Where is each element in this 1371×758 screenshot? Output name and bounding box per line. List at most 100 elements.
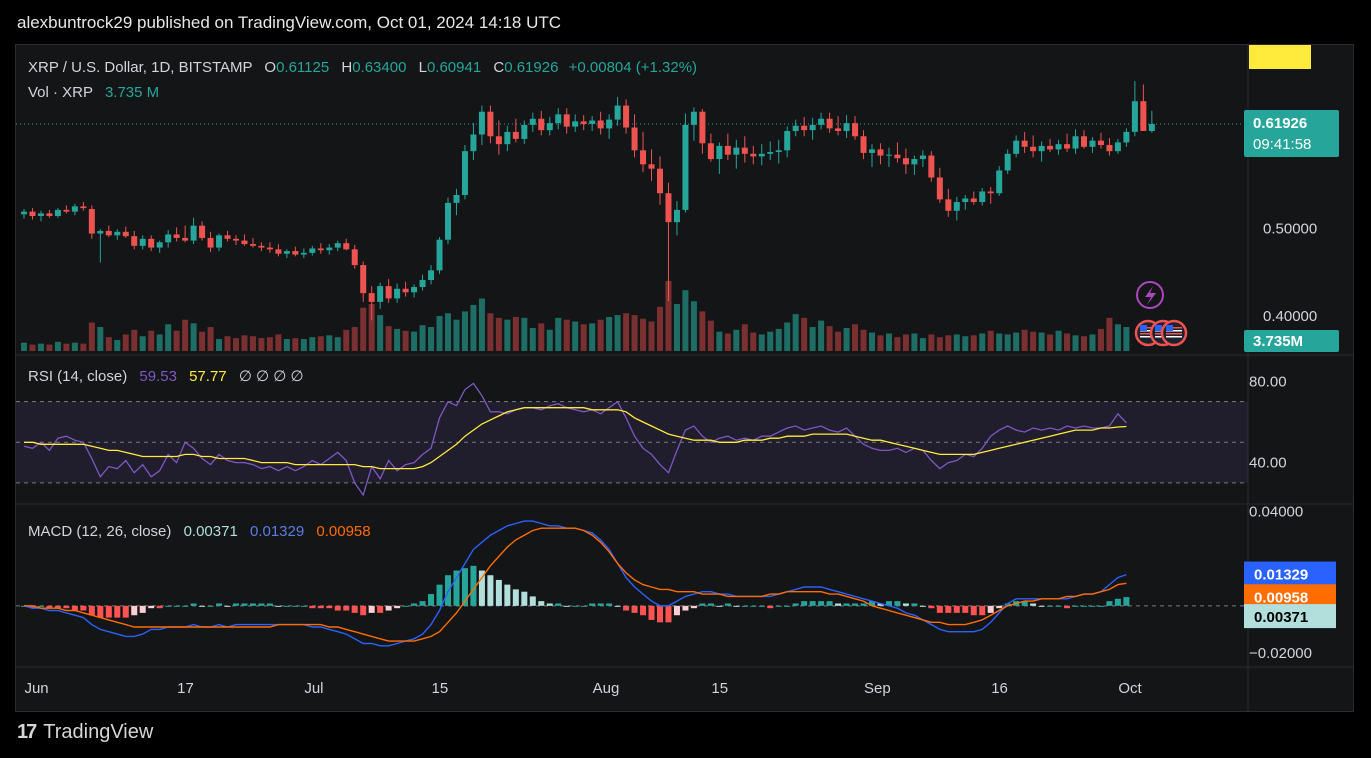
macd-hist-bar [563, 605, 570, 607]
volume-bar [334, 337, 341, 351]
candle [419, 280, 426, 288]
macd-pane: 0.04000 −0.02000 0.01329 0.00958 0.00371 [16, 504, 1336, 662]
macd-hist-bar [224, 605, 231, 607]
volume-bar [182, 319, 189, 351]
volume-bar [1097, 328, 1104, 351]
candle [690, 111, 697, 125]
candle [987, 191, 994, 194]
time-axis-tick: Oct [1118, 680, 1142, 697]
candle [275, 249, 282, 254]
candle [962, 198, 969, 202]
macd-hist-value: 0.00371 [183, 523, 238, 540]
close-value: 0.61926 [504, 59, 559, 76]
candle [614, 105, 621, 120]
macd-hist-bar [555, 603, 562, 606]
macd-hist-bar [334, 605, 341, 611]
volume-bar [580, 324, 587, 351]
macd-signal-line [24, 527, 1127, 642]
candle [512, 131, 519, 139]
low-value: 0.60941 [426, 59, 482, 76]
macd-hist-bar [29, 605, 36, 609]
volume-bar [835, 331, 842, 351]
candles [21, 81, 1155, 321]
volume-bar [657, 306, 663, 351]
candle [436, 239, 443, 271]
volume-bar [258, 338, 265, 351]
macd-hist-bar [597, 603, 604, 606]
candle [572, 121, 579, 127]
macd-hist-bar [478, 570, 485, 606]
volume-bar [46, 344, 53, 351]
volume-bar [682, 290, 689, 351]
candle [1106, 145, 1113, 152]
candle [1097, 140, 1104, 146]
volume-bar [614, 315, 621, 351]
macd-hist-bar [1038, 605, 1045, 607]
candle [1064, 144, 1071, 149]
open-label: O [264, 59, 277, 76]
candle [1030, 146, 1037, 152]
volume-bar [411, 331, 418, 351]
chart-frame[interactable]: 80.00 40.00 59.53 57.77 0.04000 −0.02000 0.01… [15, 44, 1354, 712]
volume-bar [394, 328, 401, 351]
candle [190, 225, 197, 241]
us-flag-stripe [1140, 330, 1156, 332]
candle [919, 155, 926, 160]
macd-hist-bar [105, 605, 112, 618]
volume-bar [368, 304, 375, 351]
volume-bar [894, 337, 901, 351]
time-axis-tick: 15 [711, 680, 728, 697]
macd-hist-bar [953, 605, 960, 613]
volume-bar [292, 338, 299, 351]
macd-badge-value: 0.01329 [1254, 567, 1308, 584]
macd-hist-bar [71, 605, 78, 611]
volume-bar [512, 316, 519, 351]
volume-bar [1081, 336, 1087, 351]
macd-hist-bar [962, 605, 969, 613]
macd-hist-bar [470, 565, 477, 606]
rsi-ma-value: 57.77 [189, 368, 227, 385]
candle [606, 119, 613, 129]
candle [461, 151, 468, 195]
candle [1140, 101, 1147, 132]
macd-hist-bar [724, 603, 731, 606]
macd-hist-bar [80, 605, 87, 611]
candle [249, 244, 256, 246]
footer-brand[interactable]: 17 TradingView [17, 721, 153, 744]
candle [750, 153, 757, 157]
macd-hist-bar [275, 605, 282, 607]
rsi-label: RSI (14, close) [28, 368, 128, 385]
chart-canvas[interactable]: 80.00 40.00 59.53 57.77 0.04000 −0.02000 0.01… [16, 45, 1353, 711]
candle [555, 114, 562, 124]
macd-hist-bar [199, 605, 206, 607]
macd-label: MACD (12, 26, close) [28, 523, 172, 540]
macd-hist-bar [148, 605, 155, 609]
us-flag-stripe [1140, 336, 1156, 338]
candle [46, 213, 53, 217]
us-flag-canton [1140, 325, 1147, 331]
volume-bar [1055, 330, 1062, 351]
volume-bar [1114, 324, 1121, 351]
volume-bar [724, 333, 731, 351]
macd-hist-bar [792, 603, 799, 606]
volume-bar [29, 344, 36, 351]
volume-bar [97, 327, 104, 351]
candle [402, 288, 409, 293]
macd-hist-bar [936, 605, 943, 613]
volume-bar [555, 317, 562, 351]
volume-bar [445, 313, 451, 351]
volume-bar [538, 323, 545, 351]
time-axis-tick: 17 [177, 680, 194, 697]
candle [343, 243, 350, 250]
macd-hist-bar [529, 596, 536, 606]
brand-name: TradingView [43, 721, 154, 743]
volume-bar [80, 343, 87, 351]
volume-bar [962, 336, 969, 351]
volume-bar [131, 329, 138, 351]
macd-hist-bar [122, 605, 129, 618]
volume-bar [546, 329, 553, 351]
macd-hist-bar [504, 584, 511, 606]
candle [1038, 145, 1045, 152]
volume-bar [970, 335, 977, 351]
time-axis-tick: Aug [593, 680, 620, 697]
